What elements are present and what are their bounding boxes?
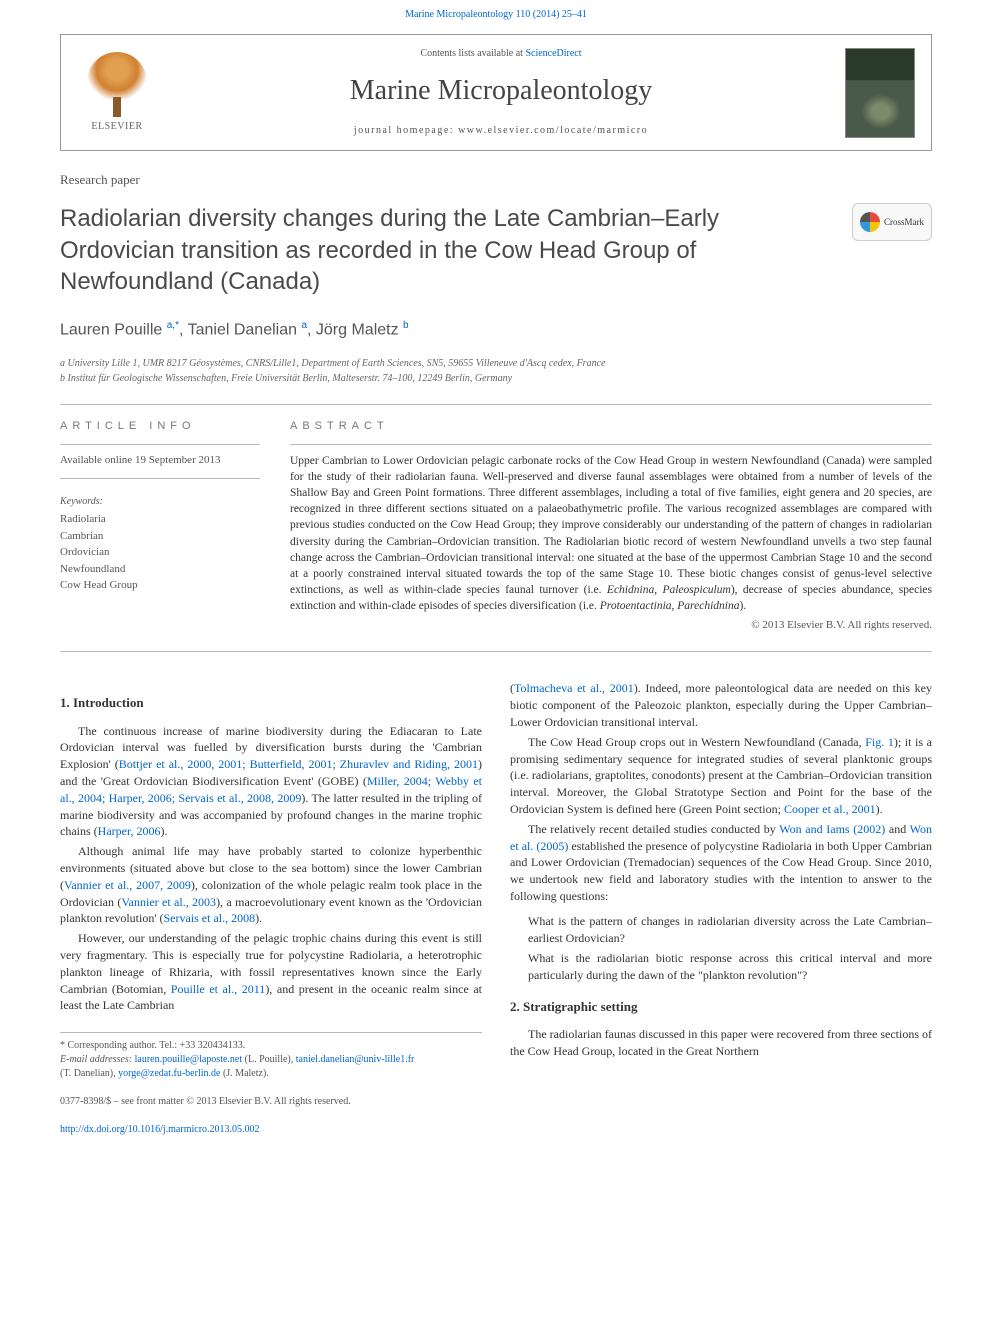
citation-link[interactable]: Pouille et al., 2011 bbox=[171, 982, 266, 996]
body-paragraph: The continuous increase of marine biodiv… bbox=[60, 723, 482, 841]
body-paragraph: (Tolmacheva et al., 2001). Indeed, more … bbox=[510, 680, 932, 730]
header-center: Contents lists available at ScienceDirec… bbox=[157, 47, 845, 138]
keyword: Cow Head Group bbox=[60, 577, 260, 594]
keyword: Cambrian bbox=[60, 528, 260, 545]
emails-label: E-mail addresses: bbox=[60, 1054, 135, 1065]
crossmark-label: CrossMark bbox=[884, 216, 924, 229]
contents-prefix: Contents lists available at bbox=[420, 48, 525, 59]
sciencedirect-link[interactable]: ScienceDirect bbox=[525, 48, 581, 59]
citation-link[interactable]: Tolmacheva et al., 2001 bbox=[514, 681, 634, 695]
article-info-column: ARTICLE INFO Available online 19 Septemb… bbox=[60, 419, 260, 634]
abstract-text: Upper Cambrian to Lower Ordovician pelag… bbox=[290, 453, 932, 614]
section-heading-introduction: 1. Introduction bbox=[60, 694, 482, 712]
body-paragraph: The Cow Head Group crops out in Western … bbox=[510, 734, 932, 818]
affiliation-a: a University Lille 1, UMR 8217 Géosystèm… bbox=[60, 356, 932, 371]
keywords-list: Radiolaria Cambrian Ordovician Newfoundl… bbox=[60, 511, 260, 594]
publisher-name: ELSEVIER bbox=[91, 120, 142, 134]
divider bbox=[60, 444, 260, 445]
citation-link[interactable]: Vannier et al., 2003 bbox=[121, 895, 216, 909]
paper-type: Research paper bbox=[60, 171, 932, 189]
email-addresses: E-mail addresses: lauren.pouille@laposte… bbox=[60, 1053, 482, 1081]
keyword: Newfoundland bbox=[60, 561, 260, 578]
article-body: 1. Introduction The continuous increase … bbox=[60, 680, 932, 1137]
section-heading-stratigraphic: 2. Stratigraphic setting bbox=[510, 998, 932, 1016]
research-questions: What is the pattern of changes in radiol… bbox=[510, 913, 932, 984]
journal-homepage: journal homepage: www.elsevier.com/locat… bbox=[157, 124, 845, 138]
publisher-logo: ELSEVIER bbox=[77, 48, 157, 138]
citation-link[interactable]: Bottjer et al., 2000, 2001; Butterfield,… bbox=[119, 757, 478, 771]
keywords-label: Keywords: bbox=[60, 495, 260, 509]
journal-reference-link[interactable]: Marine Micropaleontology 110 (2014) 25–4… bbox=[0, 0, 992, 26]
affiliations: a University Lille 1, UMR 8217 Géosystèm… bbox=[60, 356, 932, 386]
abstract-label: ABSTRACT bbox=[290, 419, 932, 434]
authors-line: Lauren Pouille a,*, Taniel Danelian a, J… bbox=[60, 319, 932, 342]
journal-name: Marine Micropaleontology bbox=[157, 71, 845, 110]
abstract-copyright: © 2013 Elsevier B.V. All rights reserved… bbox=[290, 618, 932, 633]
body-paragraph: The radiolarian faunas discussed in this… bbox=[510, 1026, 932, 1060]
email-link[interactable]: yorge@zedat.fu-berlin.de bbox=[118, 1068, 220, 1079]
article-title: Radiolarian diversity changes during the… bbox=[60, 203, 832, 297]
doi-link[interactable]: http://dx.doi.org/10.1016/j.marmicro.201… bbox=[60, 1123, 482, 1137]
available-online: Available online 19 September 2013 bbox=[60, 453, 260, 468]
email-link[interactable]: lauren.pouille@laposte.net bbox=[135, 1054, 243, 1065]
corresponding-author-footer: * Corresponding author. Tel.: +33 320434… bbox=[60, 1032, 482, 1137]
email-link[interactable]: taniel.danelian@univ-lille1.fr bbox=[296, 1054, 415, 1065]
citation-link[interactable]: Cooper et al., 2001 bbox=[784, 802, 876, 816]
elsevier-tree-icon bbox=[87, 52, 147, 112]
issn-copyright: 0377-8398/$ – see front matter © 2013 El… bbox=[60, 1095, 482, 1109]
crossmark-badge[interactable]: CrossMark bbox=[852, 203, 932, 241]
research-question: What is the radiolarian biotic response … bbox=[528, 950, 932, 984]
corresponding-author: * Corresponding author. Tel.: +33 320434… bbox=[60, 1039, 482, 1053]
homepage-url[interactable]: www.elsevier.com/locate/marmicro bbox=[458, 125, 648, 136]
keyword: Radiolaria bbox=[60, 511, 260, 528]
abstract-column: ABSTRACT Upper Cambrian to Lower Ordovic… bbox=[290, 419, 932, 634]
body-paragraph: Although animal life may have probably s… bbox=[60, 843, 482, 927]
divider bbox=[60, 478, 260, 479]
citation-link[interactable]: Vannier et al., 2007, 2009 bbox=[64, 878, 191, 892]
affiliation-b: b Institut für Geologische Wissenschafte… bbox=[60, 371, 932, 386]
citation-link[interactable]: Harper, 2006 bbox=[98, 824, 161, 838]
homepage-prefix: journal homepage: bbox=[354, 125, 458, 136]
body-paragraph: However, our understanding of the pelagi… bbox=[60, 930, 482, 1014]
research-question: What is the pattern of changes in radiol… bbox=[528, 913, 932, 947]
keyword: Ordovician bbox=[60, 544, 260, 561]
article-info-label: ARTICLE INFO bbox=[60, 419, 260, 434]
body-paragraph: The relatively recent detailed studies c… bbox=[510, 821, 932, 905]
journal-cover-thumbnail bbox=[845, 48, 915, 138]
figure-link[interactable]: Fig. 1 bbox=[865, 735, 894, 749]
journal-header: ELSEVIER Contents lists available at Sci… bbox=[60, 34, 932, 151]
divider bbox=[60, 651, 932, 652]
contents-line: Contents lists available at ScienceDirec… bbox=[157, 47, 845, 61]
citation-link[interactable]: Won and Iams (2002) bbox=[779, 822, 885, 836]
citation-link[interactable]: Servais et al., 2008 bbox=[163, 911, 255, 925]
crossmark-icon bbox=[860, 212, 880, 232]
